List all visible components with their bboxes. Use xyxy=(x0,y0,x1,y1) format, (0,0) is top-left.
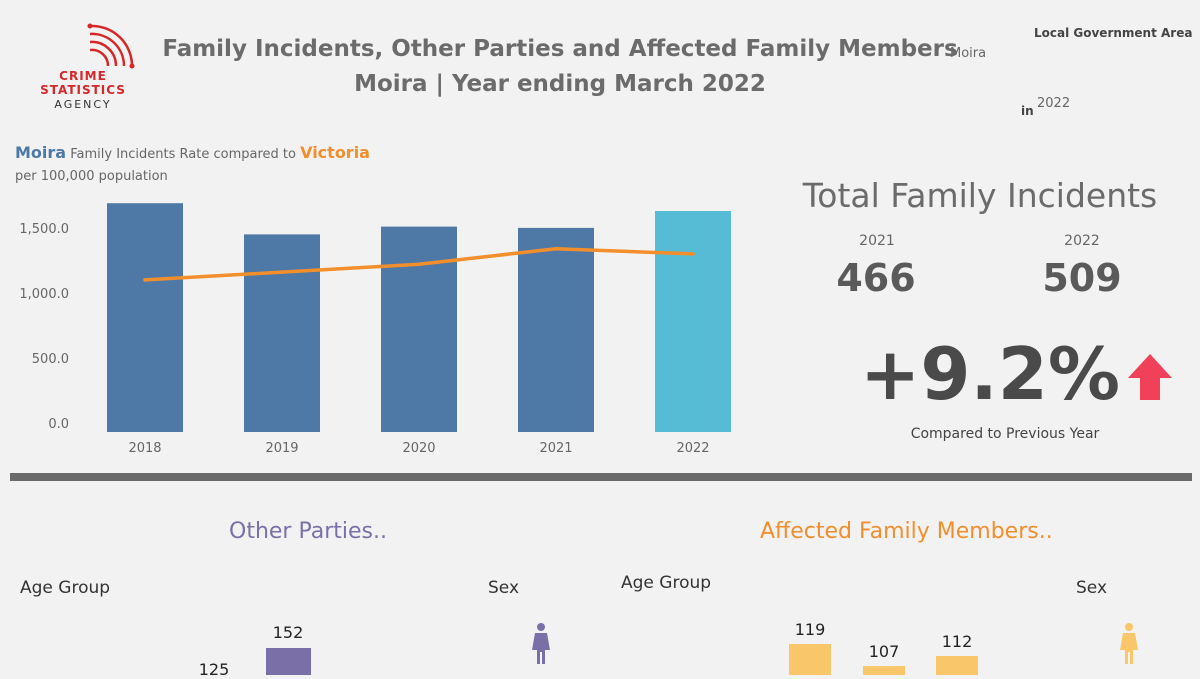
affected-age-bar xyxy=(789,644,831,675)
kpi-change-percent: +9.2% xyxy=(860,332,1121,416)
rate-chart-area-name: Moira xyxy=(15,143,67,162)
y-tick-label: 0.0 xyxy=(48,417,69,432)
crime-statistics-agency-logo: CRIME STATISTICS AGENCY xyxy=(28,20,138,115)
rate-chart-compare-name: Victoria xyxy=(300,143,370,162)
arrow-up-icon xyxy=(1128,354,1172,400)
other-parties-sex-label: Sex xyxy=(488,578,520,598)
affected-age-value: 107 xyxy=(868,642,900,661)
x-tick-label: 2019 xyxy=(265,441,298,456)
logo-mark-icon xyxy=(87,23,135,69)
year-filter-value[interactable]: 2022 xyxy=(1037,96,1071,111)
x-tick-label: 2021 xyxy=(539,441,572,456)
victoria-rate-point-2018[interactable] xyxy=(143,278,147,282)
y-tick-label: 500.0 xyxy=(32,352,69,367)
other-parties-age-label: Age Group xyxy=(20,578,111,598)
affected-age-bar xyxy=(863,666,905,675)
rate-bar-2021[interactable] xyxy=(518,227,594,432)
victoria-rate-point-2019[interactable] xyxy=(280,270,284,274)
kpi-caption: Compared to Previous Year xyxy=(910,426,1100,442)
other-parties-heading[interactable]: Other Parties.. xyxy=(229,519,387,544)
rate-chart-title: Moira Family Incidents Rate compared to … xyxy=(15,143,370,162)
rate-bar-2020[interactable] xyxy=(381,226,457,432)
victoria-rate-point-2022[interactable] xyxy=(691,252,695,256)
page-title: Family Incidents, Other Parties and Affe… xyxy=(162,36,958,62)
female-person-icon xyxy=(1120,623,1138,664)
kpi-curr-year: 2022 xyxy=(1064,233,1100,249)
kpi-prev-value: 466 xyxy=(836,256,916,300)
logo-text-agency: AGENCY xyxy=(54,98,112,111)
affected-age-bar xyxy=(936,656,978,675)
y-tick-label: 1,000.0 xyxy=(19,287,69,302)
x-tick-label: 2020 xyxy=(402,441,435,456)
lga-filter-value[interactable]: Moira xyxy=(950,46,987,61)
logo-text-crime: CRIME xyxy=(59,69,107,83)
affected-age-value: 119 xyxy=(794,620,826,639)
affected-age-value: 112 xyxy=(941,632,973,651)
lga-filter-label: Local Government Area xyxy=(1034,26,1193,40)
rate-bar-2022[interactable] xyxy=(655,211,731,432)
kpi-prev-year: 2021 xyxy=(859,233,895,249)
rate-chart-middle-text: Family Incidents Rate compared to xyxy=(70,147,296,162)
affected-sex-label: Sex xyxy=(1076,578,1108,598)
logo-text-statistics: STATISTICS xyxy=(40,83,126,97)
kpi-title: Total Family Incidents xyxy=(802,176,1158,215)
affected-age-label: Age Group xyxy=(621,573,712,593)
rate-chart-subtitle: per 100,000 population xyxy=(15,169,168,184)
affected-heading[interactable]: Affected Family Members.. xyxy=(760,519,1053,544)
other-parties-age-value: 125 xyxy=(198,660,230,679)
page-subtitle: Moira | Year ending March 2022 xyxy=(354,71,766,97)
year-filter-prefix: in xyxy=(1021,104,1034,118)
x-tick-label: 2022 xyxy=(676,441,709,456)
rate-chart: 0.0 500.0 1,000.0 1,500.0 2018 2019 2020 2021 20… xyxy=(19,203,731,456)
x-tick-label: 2018 xyxy=(128,441,161,456)
victoria-rate-point-2021[interactable] xyxy=(554,246,558,251)
other-parties-age-bar xyxy=(266,648,311,675)
kpi-curr-value: 509 xyxy=(1042,256,1122,300)
rate-bar-2019[interactable] xyxy=(244,234,320,432)
rate-bar-2018[interactable] xyxy=(107,203,183,432)
section-divider xyxy=(10,473,1192,481)
y-tick-label: 1,500.0 xyxy=(19,222,69,237)
victoria-rate-point-2020[interactable] xyxy=(417,262,421,267)
other-parties-age-value: 152 xyxy=(272,623,304,642)
female-person-icon xyxy=(532,623,550,664)
